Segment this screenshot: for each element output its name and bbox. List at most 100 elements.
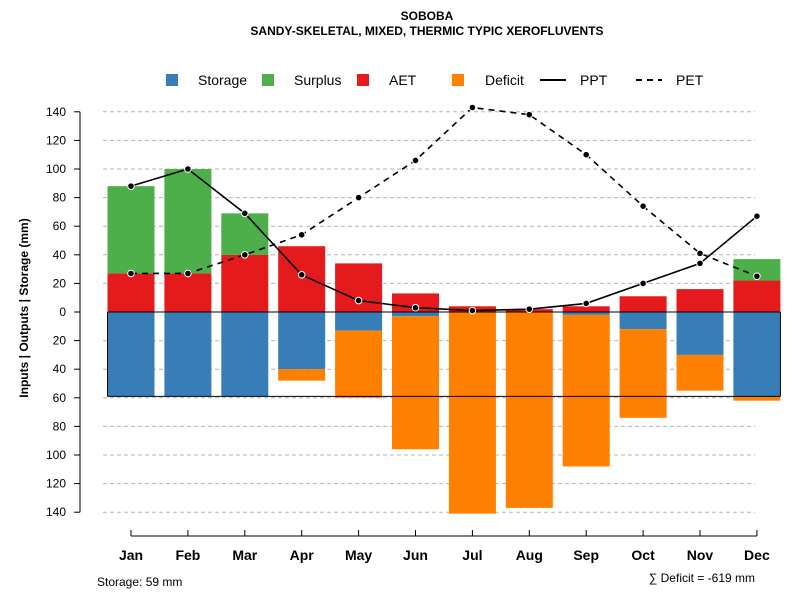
x-tick-label-sep: Sep — [573, 547, 599, 563]
storage-bar-jun — [392, 312, 439, 317]
storage-bar-apr — [278, 312, 326, 370]
y-tick-label: 40 — [53, 362, 67, 376]
ppt-point — [696, 259, 704, 268]
deficit-bar-jun — [392, 316, 439, 450]
ppt-point — [753, 212, 761, 220]
pet-point — [696, 249, 704, 258]
bars — [107, 169, 781, 514]
x-tick-label-jan: Jan — [119, 547, 143, 563]
ppt-point — [639, 279, 647, 288]
deficit-note: ∑ Deficit = -619 mm — [649, 571, 755, 585]
y-tick-label: 100 — [46, 162, 66, 176]
y-tick-label: 40 — [53, 248, 67, 262]
y-axis: 140 120 100 80 60 40 20 0 20 40 60 80 100 120 140 — [46, 105, 81, 519]
storage-bar-feb — [164, 312, 212, 397]
y-tick-label: 60 — [53, 391, 67, 405]
y-axis-label: Inputs | Outputs | Storage (mm) — [17, 218, 31, 397]
deficit-bar-sep — [562, 314, 610, 467]
aet-bar-jan — [107, 273, 155, 312]
lines — [127, 103, 761, 315]
y-tick-label: 100 — [46, 448, 66, 462]
pet-point — [127, 269, 135, 278]
y-tick-label: 20 — [53, 276, 67, 290]
y-tick-label: 0 — [59, 305, 66, 319]
pet-point — [354, 193, 363, 202]
storage-bar-sep — [562, 312, 610, 315]
aet-bar-feb — [164, 273, 212, 312]
legend: Storage Surplus AET Deficit PPT PET — [166, 72, 704, 88]
chart-title: SOBOBA — [401, 9, 454, 23]
legend-ppt-label: PPT — [580, 72, 608, 88]
pet-point — [753, 272, 761, 281]
legend-storage-swatch — [166, 74, 178, 86]
legend-surplus-label: Surplus — [294, 72, 341, 88]
pet-point — [525, 110, 534, 119]
storage-note: Storage: 59 mm — [97, 575, 182, 589]
pet-point — [297, 230, 306, 239]
surplus-bar-jan — [107, 186, 155, 274]
deficit-bar-nov — [676, 354, 724, 391]
y-tick-label: 140 — [46, 105, 66, 119]
x-tick-label-mar: Mar — [232, 547, 257, 563]
storage-bar-mar — [221, 312, 269, 397]
pet-point — [639, 202, 647, 210]
deficit-bar-oct — [619, 329, 667, 418]
y-tick-label: 120 — [46, 133, 66, 147]
ppt-point — [184, 165, 192, 173]
x-axis: Jan Feb Mar Apr May Jun Jul Aug Sep Oct Nov Dec — [119, 530, 770, 563]
legend-aet-label: AET — [389, 72, 417, 88]
deficit-bar-dec — [733, 396, 781, 401]
ppt-point — [582, 299, 591, 308]
x-tick-label-feb: Feb — [175, 547, 200, 563]
aet-bar-nov — [676, 289, 724, 312]
deficit-bar-jul — [448, 312, 496, 514]
ppt-point — [354, 296, 363, 305]
x-tick-label-may: May — [345, 547, 372, 563]
surplus-bar-feb — [164, 169, 212, 274]
gridlines — [103, 111, 755, 513]
x-tick-label-apr: Apr — [290, 547, 315, 563]
y-tick-label: 140 — [46, 505, 66, 519]
aet-bar-may — [335, 263, 383, 312]
aet-bar-sep — [562, 306, 610, 312]
storage-bar-nov — [676, 312, 724, 355]
ppt-point — [411, 303, 420, 312]
legend-pet-label: PET — [676, 72, 704, 88]
x-tick-label-aug: Aug — [516, 547, 543, 563]
legend-deficit-swatch — [452, 74, 464, 86]
legend-aet-swatch — [357, 74, 369, 86]
legend-deficit-label: Deficit — [485, 72, 524, 88]
ppt-point — [525, 305, 534, 313]
x-tick-label-jul: Jul — [462, 547, 482, 563]
y-tick-label: 120 — [46, 477, 66, 491]
x-tick-label-oct: Oct — [631, 547, 655, 563]
surplus-bar-dec — [733, 259, 781, 281]
pet-point — [411, 156, 420, 165]
pet-point — [582, 150, 591, 159]
x-tick-label-jun: Jun — [403, 547, 428, 563]
storage-bar-may — [335, 312, 383, 331]
deficit-bar-may — [335, 330, 383, 398]
aet-bar-oct — [619, 296, 667, 312]
x-tick-label-nov: Nov — [687, 547, 714, 563]
pet-point — [468, 103, 477, 112]
y-tick-label: 60 — [53, 219, 67, 233]
y-tick-label: 80 — [53, 419, 67, 433]
ppt-point — [468, 306, 477, 315]
storage-bar-oct — [619, 312, 667, 330]
deficit-bar-apr — [278, 369, 326, 381]
chart-subtitle: SANDY-SKELETAL, MIXED, THERMIC TYPIC XER… — [250, 24, 603, 38]
ppt-point — [127, 182, 135, 190]
y-tick-label: 20 — [53, 334, 67, 348]
pet-point — [241, 251, 249, 259]
storage-bar-jan — [107, 312, 155, 397]
surplus-bar-mar — [221, 213, 269, 255]
y-tick-label: 80 — [53, 191, 67, 205]
pet-line — [131, 106, 758, 277]
aet-bar-dec — [733, 280, 781, 312]
x-tick-label-dec: Dec — [744, 547, 770, 563]
ppt-point — [241, 209, 249, 218]
legend-surplus-swatch — [262, 74, 274, 86]
ppt-point — [297, 271, 306, 279]
